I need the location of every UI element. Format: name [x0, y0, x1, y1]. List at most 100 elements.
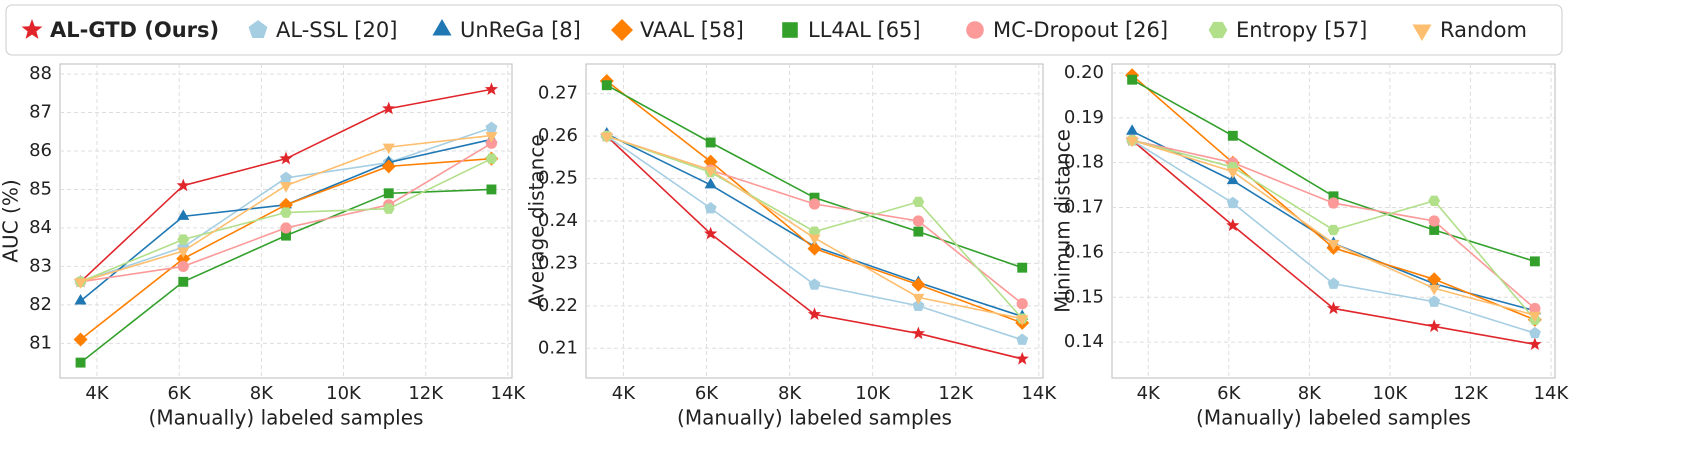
- x-tick-label: 10K: [1373, 383, 1409, 404]
- data-point: [1327, 277, 1340, 289]
- data-point: [75, 357, 86, 368]
- x-axis-label: (Manually) labeled samples: [149, 406, 424, 430]
- y-axis-label: Average distance: [525, 134, 549, 307]
- data-point: [73, 332, 88, 347]
- x-tick-label: 12K: [1453, 383, 1489, 404]
- x-tick-label: 4K: [1137, 383, 1161, 404]
- data-point: [382, 203, 395, 214]
- x-axis-label: (Manually) labeled samples: [677, 406, 952, 430]
- data-point: [1428, 195, 1441, 206]
- legend-label: VAAL [58]: [640, 18, 744, 42]
- data-point: [1226, 173, 1239, 185]
- data-point: [913, 226, 924, 237]
- data-point: [1016, 315, 1029, 326]
- data-point: [280, 222, 292, 234]
- data-point: [382, 143, 395, 155]
- y-tick-label: 0.27: [538, 83, 578, 104]
- legend-marker: [1412, 24, 1432, 41]
- y-tick-label: 0.20: [1064, 62, 1104, 83]
- y-tick-label: 86: [29, 140, 52, 161]
- x-tick-label: 8K: [1298, 383, 1322, 404]
- y-tick-label: 85: [29, 178, 52, 199]
- data-point: [807, 241, 822, 256]
- data-point: [1428, 284, 1441, 296]
- x-tick-label: 14K: [1534, 383, 1570, 404]
- data-point: [1226, 168, 1239, 179]
- data-point: [704, 166, 717, 178]
- data-point: [1528, 337, 1542, 351]
- legend-label: AL-GTD (Ours): [50, 18, 219, 42]
- y-tick-label: 84: [29, 217, 52, 238]
- y-tick-label: 0.18: [1064, 152, 1104, 173]
- y-tick-label: 0.22: [538, 295, 578, 316]
- legend-marker: [782, 22, 798, 38]
- y-tick-label: 88: [29, 63, 52, 84]
- x-tick-label: 12K: [938, 383, 974, 404]
- data-point: [281, 230, 291, 241]
- legend-label: LL4AL [65]: [808, 18, 921, 42]
- legend-label: MC-Dropout [26]: [993, 18, 1168, 42]
- data-point: [1016, 333, 1029, 345]
- x-tick-label: 14K: [1021, 383, 1057, 404]
- x-tick-label: 6K: [168, 383, 192, 404]
- y-tick-label: 81: [29, 332, 52, 353]
- data-point: [279, 182, 293, 193]
- x-tick-label: 10K: [855, 383, 891, 404]
- data-point: [808, 234, 821, 245]
- x-tick-label: 8K: [250, 383, 274, 404]
- y-tick-label: 0.25: [538, 168, 578, 189]
- y-tick-label: 0.19: [1064, 107, 1104, 128]
- data-point: [484, 82, 499, 96]
- legend-label: Entropy [57]: [1236, 18, 1367, 42]
- data-point: [1528, 326, 1541, 339]
- data-point: [1015, 351, 1029, 365]
- data-point: [485, 153, 498, 164]
- x-tick-label: 12K: [408, 383, 444, 404]
- data-point: [1326, 301, 1341, 315]
- data-point: [808, 198, 821, 210]
- data-point: [176, 178, 190, 192]
- y-tick-label: 82: [29, 294, 52, 315]
- y-tick-label: 0.23: [538, 252, 578, 273]
- x-tick-label: 8K: [778, 383, 802, 404]
- data-point: [703, 226, 718, 240]
- legend-label: Random: [1440, 18, 1527, 42]
- data-point: [280, 171, 292, 183]
- data-point: [1017, 262, 1028, 273]
- data-point: [600, 132, 613, 144]
- data-point: [704, 201, 717, 214]
- data-point: [177, 209, 190, 220]
- data-point: [1427, 319, 1441, 333]
- data-point: [1016, 298, 1028, 310]
- data-point: [381, 159, 396, 174]
- y-tick-label: 0.16: [1064, 241, 1104, 262]
- data-point: [1226, 218, 1240, 232]
- legend-marker: [611, 19, 633, 41]
- data-point: [1327, 239, 1340, 251]
- y-tick-label: 83: [29, 255, 52, 276]
- y-axis-label: AUC (%): [0, 179, 23, 262]
- plot-area: [59, 63, 513, 379]
- data-point: [485, 132, 498, 143]
- data-point: [1126, 136, 1139, 148]
- data-point: [1528, 311, 1541, 323]
- data-point: [912, 196, 925, 208]
- data-point: [1126, 124, 1139, 135]
- data-point: [279, 151, 293, 165]
- plot-area: [1111, 63, 1556, 379]
- x-tick-label: 14K: [491, 383, 527, 404]
- data-point: [911, 277, 926, 292]
- data-point: [383, 188, 394, 199]
- y-tick-label: 0.24: [538, 210, 578, 231]
- data-point: [1127, 74, 1138, 85]
- data-point: [74, 294, 87, 305]
- data-point: [177, 234, 190, 245]
- y-tick-label: 0.14: [1064, 331, 1104, 352]
- x-tick-label: 4K: [612, 383, 636, 404]
- data-point: [280, 207, 292, 218]
- x-tick-label: 6K: [695, 383, 719, 404]
- x-tick-label: 10K: [326, 383, 362, 404]
- data-point: [1529, 256, 1540, 267]
- legend-marker: [21, 19, 43, 39]
